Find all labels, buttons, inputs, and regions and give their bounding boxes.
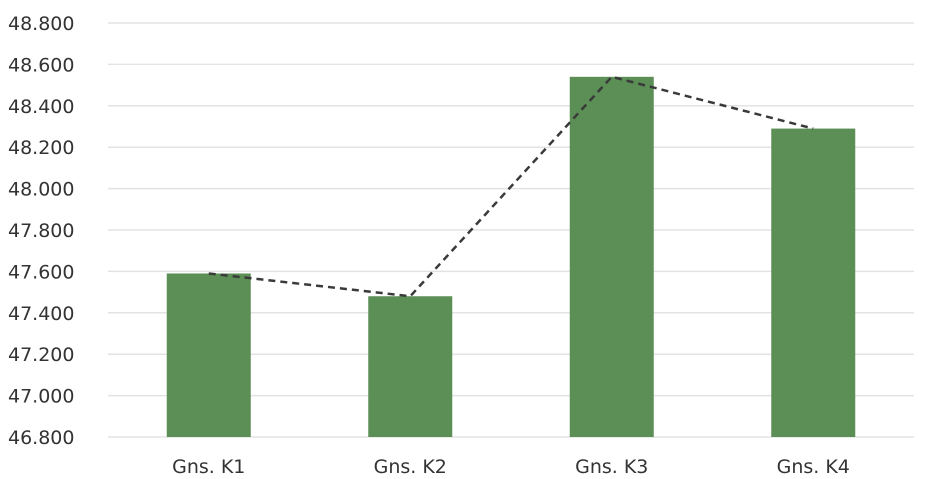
y-axis: 46.800 47.000 47.200 47.400 47.600 47.800 48.0…	[8, 13, 74, 449]
y-tick-label: 46.800	[8, 427, 74, 449]
bars	[166, 76, 856, 437]
x-axis: Gns. K1 Gns. K2 Gns. K3 Gns. K4	[172, 456, 850, 478]
y-tick-label: 48.200	[8, 137, 74, 159]
bar	[569, 76, 654, 437]
trendline-layer	[208, 75, 814, 298]
x-tick-label: Gns. K2	[374, 456, 447, 478]
bar	[368, 296, 453, 437]
bar	[166, 273, 251, 437]
y-tick-label: 47.200	[8, 344, 74, 366]
y-tick-label: 47.400	[8, 303, 74, 325]
bar	[771, 128, 856, 437]
y-tick-label: 47.600	[8, 261, 74, 283]
x-tick-label: Gns. K3	[575, 456, 648, 478]
x-tick-label: Gns. K4	[777, 456, 850, 478]
y-tick-label: 48.400	[8, 96, 74, 118]
y-tick-label: 48.800	[8, 13, 74, 35]
trendline	[208, 75, 814, 298]
y-tick-label: 48.000	[8, 179, 74, 201]
y-tick-label: 48.600	[8, 54, 74, 76]
y-tick-label: 47.800	[8, 220, 74, 242]
x-tick-label: Gns. K1	[172, 456, 245, 478]
y-tick-label: 47.000	[8, 386, 74, 408]
